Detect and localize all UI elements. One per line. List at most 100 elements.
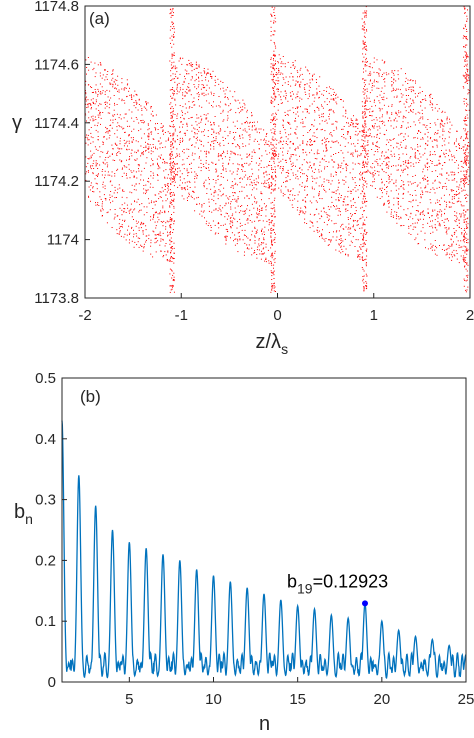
scatter-point	[129, 156, 130, 158]
scatter-point	[432, 231, 434, 233]
scatter-point	[272, 118, 274, 120]
scatter-point	[272, 272, 274, 274]
scatter-point	[186, 88, 188, 90]
scatter-point	[273, 30, 275, 32]
scatter-point	[443, 194, 445, 196]
scatter-point	[270, 122, 272, 123]
scatter-point	[289, 123, 291, 125]
scatter-point	[395, 126, 397, 128]
scatter-point	[420, 193, 422, 195]
scatter-point	[274, 17, 276, 19]
scatter-point	[309, 87, 311, 88]
scatter-point	[311, 175, 313, 177]
scatter-point	[306, 161, 308, 163]
scatter-point	[214, 75, 216, 77]
scatter-point	[212, 128, 214, 130]
scatter-point	[272, 169, 274, 170]
scatter-point	[335, 199, 337, 201]
scatter-point	[272, 74, 274, 76]
scatter-point	[463, 255, 465, 257]
scatter-point	[107, 152, 108, 154]
scatter-point	[439, 209, 441, 211]
scatter-point	[226, 150, 228, 152]
scatter-point	[272, 34, 274, 36]
scatter-point	[236, 201, 238, 203]
scatter-point	[261, 209, 263, 211]
scatter-point	[454, 173, 456, 175]
scatter-point	[324, 166, 326, 168]
scatter-point	[365, 134, 367, 136]
scatter-point	[365, 171, 367, 173]
scatter-point	[87, 170, 89, 172]
scatter-point	[397, 201, 399, 202]
scatter-point	[167, 251, 169, 253]
scatter-point	[318, 114, 320, 116]
scatter-point	[128, 90, 130, 92]
scatter-point	[306, 111, 308, 113]
scatter-point	[304, 213, 306, 215]
scatter-point	[247, 237, 249, 239]
scatter-point	[438, 186, 440, 188]
scatter-point	[450, 189, 452, 191]
scatter-point	[289, 141, 291, 143]
scatter-point	[340, 99, 341, 100]
scatter-point	[306, 154, 308, 156]
scatter-point	[243, 186, 245, 188]
scatter-point	[321, 104, 322, 106]
scatter-point	[206, 188, 208, 190]
scatter-point	[232, 121, 234, 123]
scatter-point	[179, 131, 181, 133]
scatter-point	[101, 86, 103, 88]
scatter-point	[467, 242, 469, 244]
scatter-point	[135, 171, 137, 173]
scatter-point	[364, 145, 366, 147]
scatter-point	[421, 190, 423, 192]
scatter-point	[274, 99, 276, 101]
scatter-point	[230, 203, 231, 205]
scatter-point	[275, 113, 277, 115]
scatter-point	[451, 234, 453, 236]
scatter-point	[448, 227, 450, 229]
scatter-point	[158, 219, 160, 221]
scatter-point	[420, 131, 422, 133]
scatter-point	[359, 131, 361, 133]
scatter-point	[440, 156, 441, 158]
scatter-point	[393, 197, 395, 199]
scatter-point	[445, 227, 447, 229]
scatter-point	[145, 225, 147, 227]
scatter-point	[340, 214, 341, 216]
scatter-point	[127, 229, 128, 231]
scatter-point	[164, 176, 166, 178]
scatter-point	[407, 166, 409, 168]
scatter-point	[176, 93, 178, 95]
scatter-point	[311, 149, 312, 151]
scatter-point	[430, 188, 432, 190]
scatter-point	[101, 207, 103, 209]
scatter-point	[456, 160, 457, 162]
scatter-point	[252, 125, 253, 127]
scatter-point	[114, 160, 116, 161]
scatter-point	[173, 195, 175, 196]
scatter-point	[258, 239, 260, 241]
scatter-point	[150, 239, 152, 241]
scatter-point	[444, 144, 446, 146]
scatter-point	[171, 247, 172, 249]
scatter-point	[239, 222, 241, 224]
scatter-point	[273, 76, 274, 78]
scatter-point	[274, 238, 276, 240]
scatter-point	[357, 154, 359, 156]
scatter-point	[328, 181, 330, 183]
scatter-point	[446, 252, 448, 254]
scatter-point	[338, 165, 340, 167]
scatter-point	[451, 251, 453, 253]
scatter-point	[170, 151, 172, 153]
scatter-point	[226, 231, 228, 232]
scatter-point	[105, 132, 107, 134]
scatter-point	[119, 152, 121, 154]
scatter-point	[204, 72, 206, 74]
scatter-point	[169, 232, 171, 234]
scatter-point	[155, 251, 157, 253]
scatter-point	[146, 212, 148, 213]
scatter-point	[318, 213, 320, 215]
